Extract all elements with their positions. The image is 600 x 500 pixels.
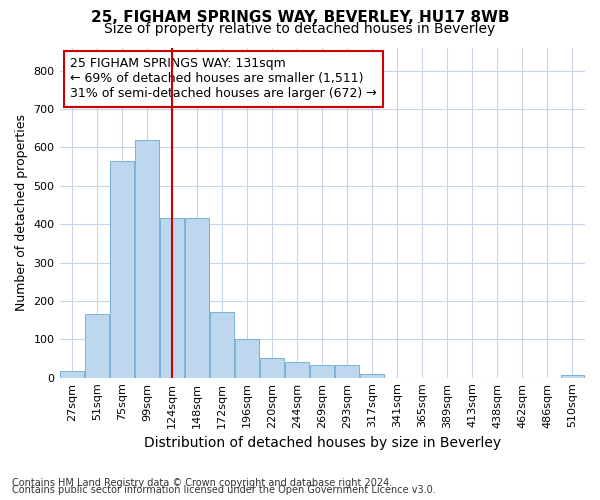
Text: 25 FIGHAM SPRINGS WAY: 131sqm
← 69% of detached houses are smaller (1,511)
31% o: 25 FIGHAM SPRINGS WAY: 131sqm ← 69% of d… <box>70 58 377 100</box>
Bar <box>110 161 134 378</box>
X-axis label: Distribution of detached houses by size in Beverley: Distribution of detached houses by size … <box>144 436 501 450</box>
Bar <box>185 218 209 378</box>
Text: 25, FIGHAM SPRINGS WAY, BEVERLEY, HU17 8WB: 25, FIGHAM SPRINGS WAY, BEVERLEY, HU17 8… <box>91 10 509 25</box>
Text: Contains public sector information licensed under the Open Government Licence v3: Contains public sector information licen… <box>12 485 436 495</box>
Bar <box>210 312 234 378</box>
Bar <box>135 140 159 378</box>
Bar <box>361 374 384 378</box>
Bar <box>286 362 309 378</box>
Text: Size of property relative to detached houses in Beverley: Size of property relative to detached ho… <box>104 22 496 36</box>
Text: Contains HM Land Registry data © Crown copyright and database right 2024.: Contains HM Land Registry data © Crown c… <box>12 478 392 488</box>
Bar <box>260 358 284 378</box>
Bar <box>60 371 84 378</box>
Bar <box>335 365 359 378</box>
Bar <box>160 218 184 378</box>
Bar <box>310 365 334 378</box>
Y-axis label: Number of detached properties: Number of detached properties <box>15 114 28 311</box>
Bar <box>235 340 259 378</box>
Bar <box>85 314 109 378</box>
Bar <box>560 374 584 378</box>
